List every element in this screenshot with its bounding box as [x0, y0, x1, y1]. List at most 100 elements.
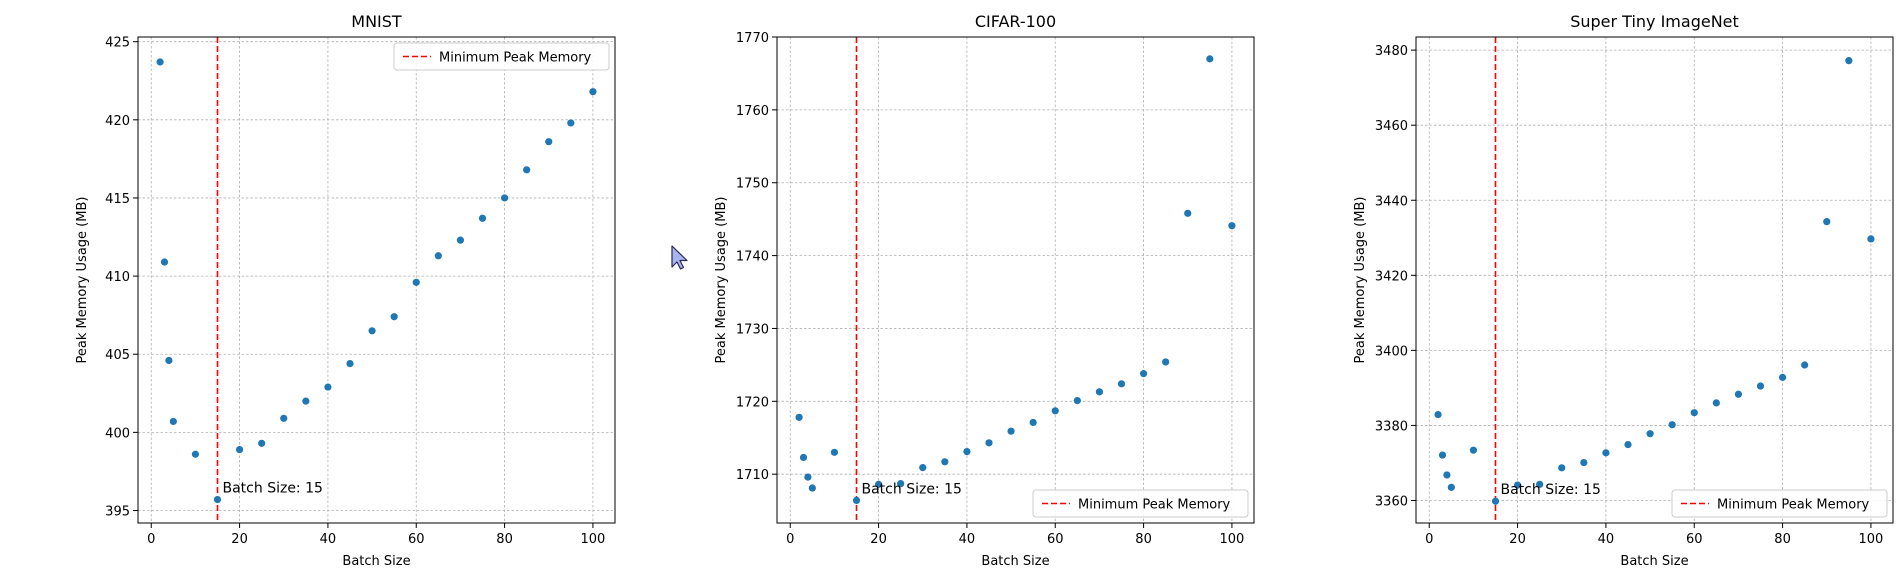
batch-size-annotation: Batch Size: 15: [862, 481, 962, 497]
x-axis-label: Batch Size: [1620, 554, 1688, 569]
y-tick-label: 400: [105, 426, 130, 441]
data-point: [324, 383, 332, 391]
x-tick-label: 80: [496, 532, 513, 547]
data-point: [1646, 430, 1654, 438]
y-tick-label: 3420: [1375, 269, 1408, 284]
axes-frame: [776, 36, 1255, 524]
x-tick-label: 40: [1598, 532, 1615, 547]
x-tick-label: 20: [231, 532, 248, 547]
data-point: [235, 445, 244, 454]
legend: Minimum Peak Memory: [393, 42, 610, 71]
data-point: [1801, 361, 1809, 369]
data-point: [1117, 380, 1126, 388]
y-tick-label: 3400: [1375, 344, 1408, 359]
y-tick-label: 420: [105, 114, 130, 129]
data-point: [456, 236, 465, 244]
y-axis-label: Peak Memory Usage (MB): [75, 197, 90, 364]
data-point: [258, 439, 266, 447]
data-point: [302, 397, 310, 405]
data-point: [1447, 483, 1455, 491]
x-tick-label: 100: [1220, 532, 1245, 547]
x-tick-label: 0: [786, 532, 794, 547]
data-point: [1778, 373, 1787, 381]
data-point: [1712, 399, 1720, 407]
data-point: [1184, 209, 1192, 217]
chart-title: Super Tiny ImageNet: [1570, 12, 1739, 31]
data-point: [434, 252, 442, 260]
chart-panel-3: 0 20 40 60 80 100 3360 3380 3400 3420 3440 3460 3480…: [1353, 12, 1894, 569]
data-point: [368, 327, 376, 335]
data-point: [963, 447, 971, 456]
data-point: [1734, 390, 1743, 398]
x-tick-label: 100: [581, 532, 606, 547]
data-point: [1690, 409, 1698, 417]
y-tick-label: 3380: [1375, 419, 1408, 434]
y-tick-label: 3460: [1375, 119, 1408, 134]
data-point: [346, 360, 354, 368]
chart-panel-2: 0 20 40 60 80 100 1710 1720 1730 1740 1750 1760 1770…: [714, 12, 1255, 569]
data-point: [1139, 370, 1148, 378]
data-point: [808, 484, 816, 492]
data-point: [213, 495, 222, 504]
data-point: [1867, 235, 1875, 243]
y-tick-label: 405: [105, 348, 130, 363]
y-tick-label: 3440: [1375, 194, 1408, 209]
data-point: [1007, 427, 1015, 435]
data-point: [567, 119, 575, 127]
data-point: [874, 480, 883, 488]
legend-box: [1671, 489, 1888, 518]
x-axis-label: Batch Size: [981, 554, 1049, 569]
y-tick-label: 1740: [736, 250, 769, 265]
data-point: [156, 58, 164, 66]
legend-box: [393, 42, 610, 71]
y-tick-label: 1750: [736, 177, 769, 192]
y-tick-label: 3480: [1375, 44, 1408, 59]
data-point: [795, 413, 803, 421]
x-tick-label: 40: [320, 532, 337, 547]
y-tick-label: 1760: [736, 104, 769, 119]
data-point: [589, 88, 597, 96]
data-point: [1823, 218, 1831, 226]
x-tick-label: 0: [147, 532, 155, 547]
x-tick-label: 100: [1859, 532, 1884, 547]
data-point: [1558, 464, 1566, 472]
data-point: [799, 453, 808, 462]
y-axis-label: Peak Memory Usage (MB): [1353, 197, 1368, 364]
y-tick-label: 395: [105, 504, 130, 519]
y-tick-label: 1710: [736, 468, 769, 483]
data-point: [941, 458, 949, 466]
y-tick-label: 1730: [736, 322, 769, 337]
batch-size-annotation: Batch Size: 15: [223, 481, 323, 497]
chart-title: MNIST: [351, 12, 402, 31]
legend: Minimum Peak Memory: [1671, 489, 1888, 518]
x-tick-label: 80: [1135, 532, 1152, 547]
data-point: [1668, 421, 1676, 429]
legend-label: Minimum Peak Memory: [1078, 498, 1231, 513]
data-point: [165, 356, 173, 365]
x-tick-label: 60: [1047, 532, 1064, 547]
data-point: [412, 278, 420, 286]
data-point: [280, 414, 288, 422]
data-point: [1443, 471, 1451, 479]
data-point: [169, 417, 177, 426]
data-point: [500, 194, 509, 202]
data-point: [1469, 446, 1478, 454]
chart-panel-1: 0 20 40 60 80 100 395 400 405 410 415 420 425 Batch S…: [75, 12, 616, 569]
y-tick-label: 425: [105, 36, 130, 51]
data-point: [1536, 480, 1544, 488]
legend-label: Minimum Peak Memory: [439, 51, 592, 66]
data-point: [1228, 222, 1236, 230]
data-point: [1756, 382, 1765, 390]
x-tick-label: 80: [1774, 532, 1791, 547]
data-point: [478, 214, 487, 222]
data-point: [390, 313, 398, 321]
data-point: [1434, 410, 1442, 419]
data-point: [1513, 481, 1522, 489]
data-point: [160, 258, 169, 266]
data-point: [985, 439, 993, 447]
x-tick-label: 40: [959, 532, 976, 547]
y-tick-label: 415: [105, 192, 130, 207]
batch-size-annotation: Batch Size: 15: [1501, 482, 1601, 498]
data-point: [919, 464, 927, 472]
